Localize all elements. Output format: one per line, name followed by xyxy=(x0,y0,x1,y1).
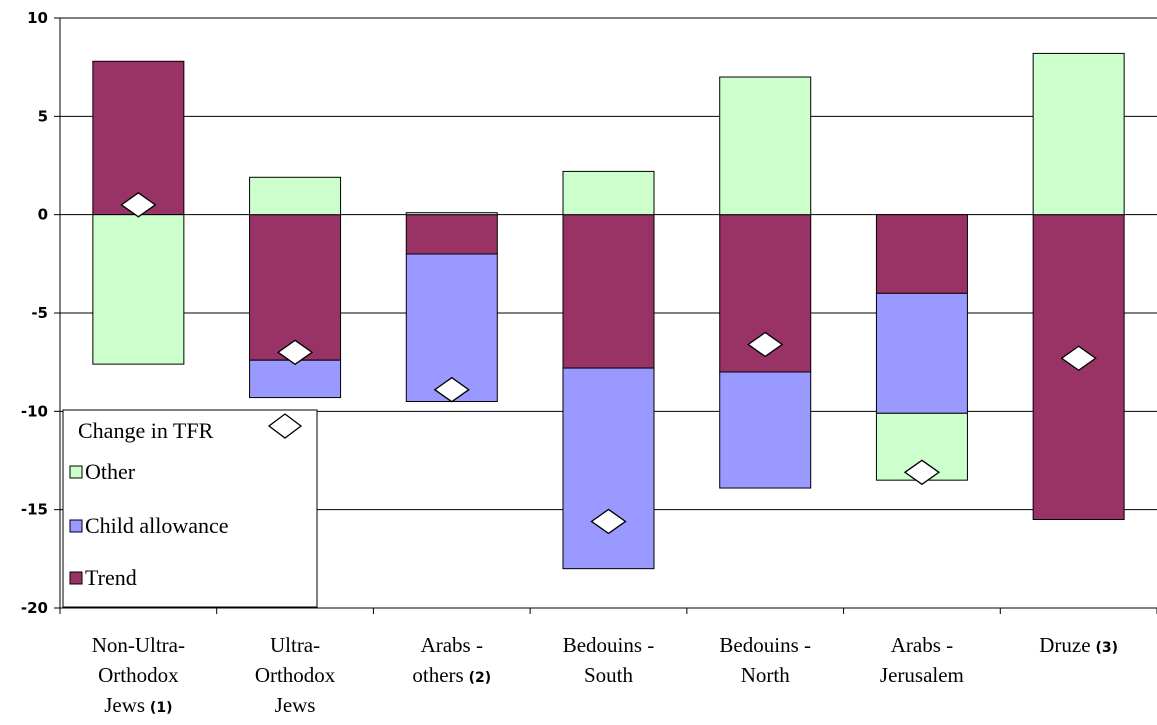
legend-swatch-trend xyxy=(69,571,83,585)
bar-trend-5 xyxy=(875,214,968,294)
axes: 10 5 0 -5 -10 -15 -20 xyxy=(21,9,1157,617)
bar-trend-2 xyxy=(405,214,498,255)
category-label-line: others xyxy=(412,663,463,687)
legend-label-child-allowance: Child allowance xyxy=(85,513,229,538)
tfr-marker-0 xyxy=(120,192,157,218)
bar-other-0 xyxy=(92,214,185,365)
y-tick-label: 5 xyxy=(38,107,48,125)
bar-child-allowance-3 xyxy=(562,367,655,570)
category-label-6: Druze (3) xyxy=(1039,633,1118,657)
category-label-line: Jews xyxy=(275,693,316,717)
bar-other-3 xyxy=(562,170,655,216)
category-label-line: Jews xyxy=(104,693,145,717)
bar-child-allowance-5 xyxy=(875,292,968,414)
category-label-2: Arabs - others (2) xyxy=(412,633,491,687)
tfr-marker-1 xyxy=(276,339,314,366)
category-labels: Non-Ultra- Orthodox Jews (1) Ultra- Orthodox… xyxy=(92,633,1118,717)
bar-other-4 xyxy=(719,76,812,216)
category-label-line: Jerusalem xyxy=(880,663,964,687)
category-label-line: North xyxy=(741,663,790,687)
tfr-marker-5 xyxy=(903,459,941,486)
category-label-3: Bedouins - South xyxy=(563,633,655,687)
y-tick-label: -20 xyxy=(21,599,48,617)
category-label-line: Orthodox xyxy=(255,663,336,687)
category-note: (1) xyxy=(145,700,172,716)
category-label-5: Arabs - Jerusalem xyxy=(880,633,964,687)
legend-swatch-other xyxy=(69,465,83,479)
tfr-marker-3 xyxy=(590,508,627,535)
legend-swatch-child-allowance xyxy=(69,519,83,533)
legend-swatch-change-in-tfr xyxy=(267,413,303,439)
y-tick-label: -15 xyxy=(21,501,48,519)
category-label-line: Arabs - xyxy=(891,633,953,657)
category-label-line: Orthodox xyxy=(98,663,179,687)
category-label-line: Bedouins - xyxy=(719,633,811,657)
category-note: (3) xyxy=(1091,640,1118,656)
bar-child-allowance-1 xyxy=(249,359,342,399)
bar-other-6 xyxy=(1032,52,1125,216)
y-tick-label: 0 xyxy=(38,206,48,224)
category-label-line: Bedouins - xyxy=(563,633,655,657)
tfr-markers xyxy=(120,192,1097,535)
category-label-1: Ultra- Orthodox Jews xyxy=(255,633,336,717)
tfr-marker-6 xyxy=(1060,345,1097,372)
bar-other-2 xyxy=(405,212,498,216)
category-label-line: Arabs - xyxy=(421,633,483,657)
category-label-line: South xyxy=(584,663,634,687)
category-label-4: Bedouins - North xyxy=(719,633,811,687)
y-tick-label: -10 xyxy=(21,402,48,420)
y-tick-label: -5 xyxy=(31,304,48,322)
bar-other-1 xyxy=(249,176,342,216)
bar-trend-1 xyxy=(249,214,342,361)
category-note: (2) xyxy=(464,670,491,686)
bar-child-allowance-4 xyxy=(719,371,812,489)
tfr-marker-2 xyxy=(433,376,470,403)
category-label-line: Non-Ultra- xyxy=(92,633,185,657)
bar-trend-0 xyxy=(92,60,185,216)
legend-label-other: Other xyxy=(85,459,136,484)
category-label-line: Druze xyxy=(1039,633,1090,657)
legend: Change in TFR Other Child allowance Trend xyxy=(62,409,318,608)
tfr-marker-4 xyxy=(747,331,784,358)
legend-box xyxy=(62,409,318,608)
legend-label-trend: Trend xyxy=(85,565,137,590)
bar-trend-3 xyxy=(562,214,655,369)
category-label-line: Ultra- xyxy=(270,633,320,657)
category-label-0: Non-Ultra- Orthodox Jews (1) xyxy=(92,633,185,717)
legend-label-change-in-tfr: Change in TFR xyxy=(78,418,214,443)
y-tick-label: 10 xyxy=(27,9,48,27)
